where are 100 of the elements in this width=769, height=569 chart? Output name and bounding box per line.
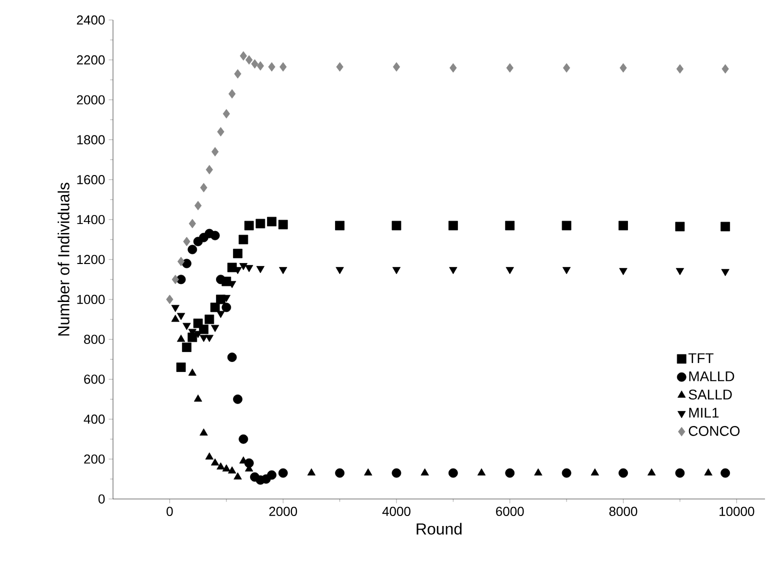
point (176, 362, 186, 372)
point (227, 352, 237, 362)
y-axis-title: Number of Individuals (58, 182, 70, 336)
y-tick-label: 600 (84, 374, 105, 384)
point (278, 267, 288, 274)
point (171, 304, 180, 312)
point (392, 220, 402, 230)
y-tick-label: 1600 (77, 175, 105, 184)
point (234, 472, 242, 480)
point (267, 470, 276, 480)
point (256, 266, 265, 274)
legend-label: MIL1 (689, 408, 719, 418)
x-tick-label: 0 (166, 506, 173, 516)
point (720, 222, 730, 232)
y-tick-label: 2000 (76, 95, 105, 104)
point (182, 322, 191, 330)
point (245, 55, 253, 65)
point (210, 458, 220, 466)
point (171, 314, 180, 322)
point (244, 220, 254, 230)
y-tick-label: 200 (84, 454, 105, 464)
point (590, 468, 600, 476)
point (256, 61, 264, 71)
point (256, 218, 266, 228)
point (336, 267, 344, 274)
point (335, 220, 344, 230)
point (676, 268, 684, 276)
point (335, 468, 344, 478)
point (675, 468, 685, 478)
point (239, 263, 248, 270)
point (676, 64, 684, 74)
point (176, 334, 186, 342)
y-tick-label: 1400 (77, 214, 105, 224)
point (205, 334, 214, 342)
point (562, 468, 572, 478)
point (210, 230, 220, 240)
point (392, 468, 402, 478)
point (448, 220, 458, 230)
point (477, 468, 486, 476)
point (216, 274, 226, 284)
point (204, 314, 214, 324)
point (562, 220, 572, 230)
point (210, 302, 220, 312)
point (704, 468, 712, 476)
point (392, 62, 400, 72)
point (722, 64, 729, 74)
point (392, 267, 401, 274)
point (216, 462, 225, 470)
point (721, 269, 730, 276)
point (620, 63, 627, 73)
point (233, 394, 242, 404)
point (505, 468, 515, 478)
point (238, 434, 248, 444)
y-tick-label: 400 (84, 414, 105, 424)
y-tick-label: 2200 (76, 55, 105, 65)
y-tick-label: 1800 (77, 135, 105, 144)
point (420, 468, 429, 476)
legend-label: CONCO (688, 426, 740, 436)
point (562, 63, 570, 73)
point (618, 220, 628, 230)
point (222, 109, 230, 118)
point (675, 222, 685, 232)
legend-label: MALLD (689, 372, 734, 382)
point (448, 468, 458, 478)
point (176, 312, 186, 320)
point (188, 368, 196, 376)
point (205, 452, 214, 460)
point (216, 310, 225, 318)
x-tick-label: 4000 (382, 506, 410, 516)
point (562, 267, 571, 274)
point (210, 324, 220, 332)
point (240, 51, 247, 61)
point (200, 428, 208, 436)
point (206, 164, 213, 174)
point (619, 268, 628, 276)
point (268, 62, 276, 72)
point (449, 267, 458, 274)
point (188, 244, 198, 254)
point (505, 220, 515, 230)
point (228, 89, 236, 99)
point (506, 63, 514, 73)
point (720, 468, 730, 478)
legend-label: TFT (688, 353, 714, 363)
point (267, 216, 276, 226)
point (188, 218, 196, 228)
point (166, 294, 174, 304)
y-tick-label: 800 (84, 334, 105, 344)
point (172, 274, 179, 284)
point (194, 394, 202, 402)
x-tick-label: 10000 (720, 506, 754, 516)
point (200, 334, 208, 342)
point (506, 267, 514, 274)
point (222, 464, 230, 472)
x-tick-label: 2000 (269, 506, 298, 516)
point (450, 63, 457, 73)
point (183, 236, 190, 246)
point (233, 248, 242, 258)
point (200, 182, 208, 192)
x-tick-label: 6000 (496, 506, 524, 516)
point (278, 220, 288, 230)
